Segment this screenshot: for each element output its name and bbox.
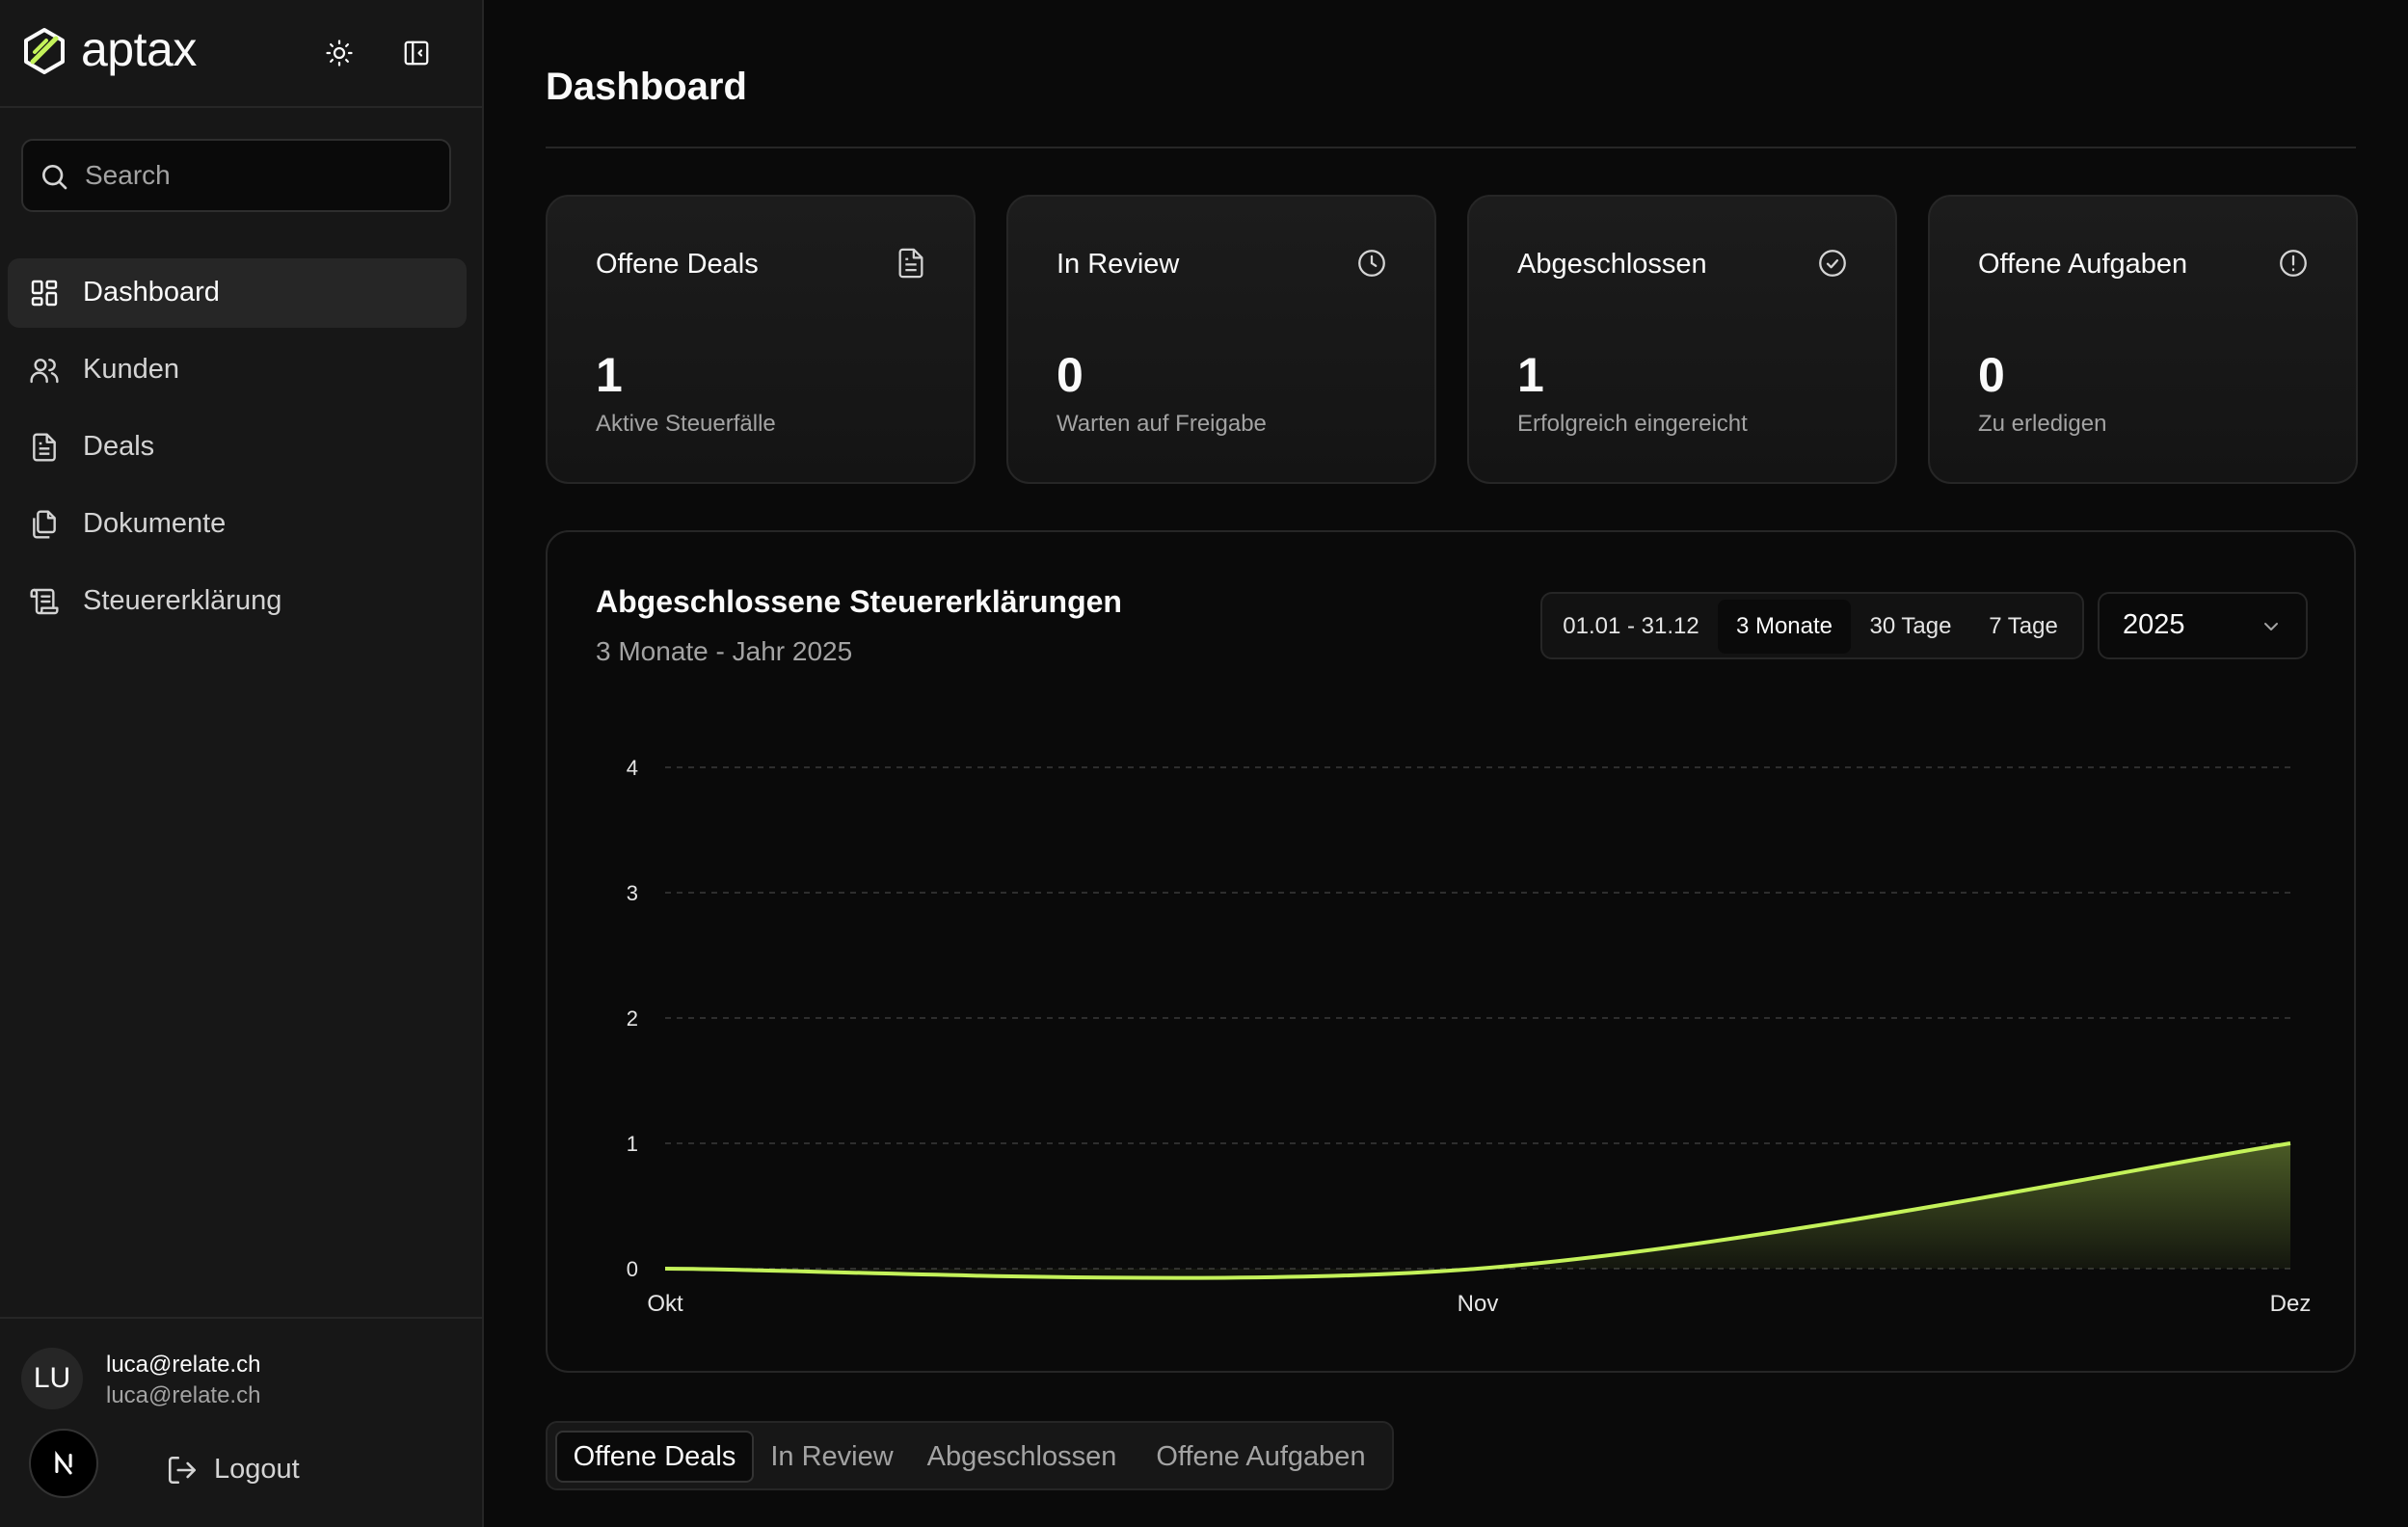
logout-icon [168,1456,197,1485]
sidebar-item-kunden[interactable]: Kunden [8,335,467,405]
panel-left-close-icon [404,40,429,66]
stat-card-abgeschlossen[interactable]: Abgeschlossen 1 Erfolgreich eingereicht [1467,195,1897,484]
search-input[interactable] [85,141,441,210]
alert-circle-icon [2280,250,2307,277]
files-icon [33,510,56,539]
search-icon [42,165,67,190]
chart-ytick-label: 0 [627,1257,638,1281]
sidebar-item-deals[interactable]: Deals [8,413,467,482]
stat-card-subtitle: Aktive Steuerfälle [596,411,776,437]
sidebar-item-dokumente[interactable]: Dokumente [8,490,467,559]
sidebar-item-label: Steuererklärung [83,585,282,616]
sidebar-item-label: Deals [83,431,155,462]
stat-card-value: 1 [1517,348,1544,402]
brand-header: aptax [0,0,482,108]
chart-ytick-label: 3 [627,881,638,905]
chart-xtick-label: Okt [647,1291,683,1317]
stat-card-offene-aufgaben[interactable]: Offene Aufgaben 0 Zu erledigen [1928,195,2358,484]
stat-card-offene-deals[interactable]: Offene Deals 1 Aktive Steuerfälle [546,195,976,484]
logout-label: Logout [214,1454,300,1485]
sidebar-item-steuererklaerung[interactable]: Steuererklärung [8,567,467,636]
year-select-value: 2025 [2123,609,2185,640]
user-name: luca@relate.ch [106,1352,261,1378]
sidebar-item-label: Kunden [83,354,179,385]
range-option-30-days[interactable]: 30 Tage [1869,613,1952,639]
stat-card-title: Abgeschlossen [1517,249,1707,280]
stat-card-value: 0 [1057,348,1084,402]
stat-card-value: 1 [596,348,623,402]
range-option-7-days[interactable]: 7 Tage [1989,613,2058,639]
chart-ytick-label: 1 [627,1132,638,1156]
avatar[interactable]: LU [21,1348,83,1409]
file-text-icon [898,248,923,279]
stat-card-title: Offene Aufgaben [1978,249,2188,280]
chart-subtitle: 3 Monate - Jahr 2025 [596,636,853,666]
tab-in-review[interactable]: In Review [770,1441,894,1472]
nextjs-badge[interactable] [29,1429,98,1498]
chevron-down-icon [2264,623,2278,630]
stat-card-subtitle: Erfolgreich eingereicht [1517,411,1748,437]
chart-card: 0 1 2 3 4 Okt Nov Dez Abgeschlossene Steuererk… [546,530,2356,1373]
deal-tabs: Offene Deals In Review Abgeschlossen Off… [546,1421,1394,1490]
range-option-full-year[interactable]: 01.01 - 31.12 [1563,613,1699,639]
year-select[interactable]: 2025 [2098,592,2308,659]
page-title: Dashboard [546,66,747,108]
stat-card-title: In Review [1057,249,1180,280]
sun-icon [326,40,353,67]
user-section: LU luca@relate.ch luca@relate.ch Logout [0,1317,482,1527]
stat-card-value: 0 [1978,348,2005,402]
chart-ytick-label: 4 [627,756,638,780]
stat-card-title: Offene Deals [596,249,759,280]
sidebar-item-label: Dokumente [83,508,227,539]
range-toggle-group: 01.01 - 31.12 3 Monate 30 Tage 7 Tage [1540,592,2084,659]
file-text-icon [33,433,56,462]
user-email: luca@relate.ch [106,1382,261,1408]
sidebar-item-dashboard[interactable]: Dashboard [8,258,467,328]
sidebar-nav: Dashboard Kunden Deals Dokumente Steuere… [8,258,467,644]
chart-xtick-label: Dez [2270,1291,2312,1317]
theme-toggle-button[interactable] [316,30,362,76]
tab-abgeschlossen[interactable]: Abgeschlossen [926,1441,1117,1472]
tab-offene-deals[interactable]: Offene Deals [555,1431,754,1483]
scroll-icon [30,588,59,615]
sidebar: aptax Dashboard [0,0,484,1527]
stat-card-subtitle: Warten auf Freigabe [1057,411,1267,437]
divider [546,147,2356,148]
brand-name: aptax [81,22,197,76]
clock-icon [1358,250,1385,277]
stat-card-in-review[interactable]: In Review 0 Warten auf Freigabe [1006,195,1436,484]
tab-offene-aufgaben[interactable]: Offene Aufgaben [1156,1441,1366,1472]
users-icon [30,359,59,384]
chart-ytick-label: 2 [627,1006,638,1031]
collapse-sidebar-button[interactable] [393,30,440,76]
chart-title: Abgeschlossene Steuererklärungen [596,584,1122,619]
dashboard-icon [31,280,58,307]
search-box[interactable] [21,139,451,212]
chart-area-fill [665,1143,2290,1278]
stat-card-subtitle: Zu erledigen [1978,411,2107,437]
area-chart: 0 1 2 3 4 Okt Nov Dez [627,756,2312,1317]
chart-xtick-label: Nov [1458,1291,1499,1317]
range-option-3-months[interactable]: 3 Monate [1718,600,1851,654]
sidebar-item-label: Dashboard [83,277,220,308]
check-circle-icon [1819,250,1846,277]
chart-series-line [664,1141,2291,1280]
n-logo-icon [55,1450,72,1475]
aptax-logo-icon [24,28,65,74]
